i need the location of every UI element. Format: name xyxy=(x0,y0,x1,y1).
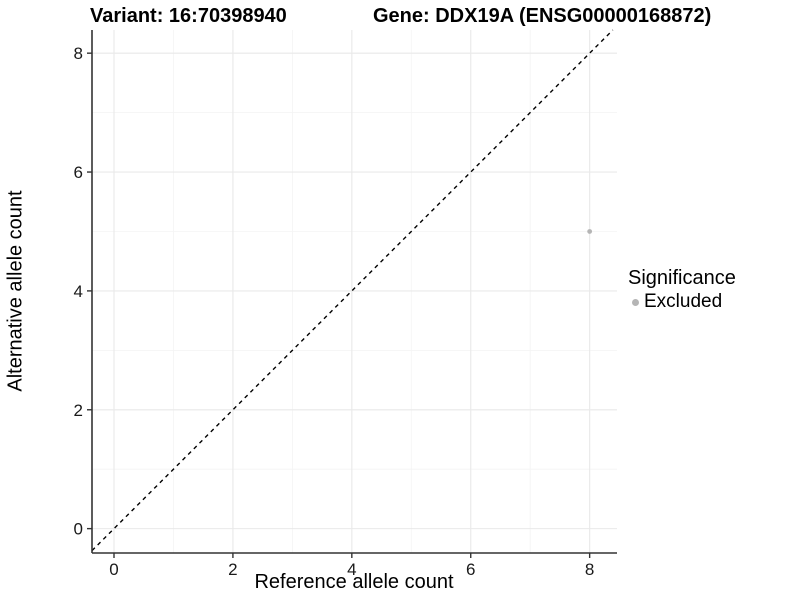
y-tick-label: 4 xyxy=(74,282,83,301)
gene-title: Gene: DDX19A (ENSG00000168872) xyxy=(373,5,712,27)
x-tick-label: 4 xyxy=(347,560,356,579)
data-point xyxy=(587,229,593,234)
legend-entry-label: Excluded xyxy=(644,291,723,312)
x-axis-title: Reference allele count xyxy=(254,571,454,593)
y-tick-label: 0 xyxy=(74,520,83,539)
legend: Significance Excluded xyxy=(628,266,736,313)
legend-title: Significance xyxy=(628,267,736,289)
x-tick-label: 2 xyxy=(228,560,237,579)
y-tick-label: 2 xyxy=(74,401,83,420)
x-tick-label: 8 xyxy=(585,560,594,579)
y-axis-title: Alternative allele count xyxy=(4,190,27,392)
identity-line xyxy=(91,29,614,552)
x-tick-label: 0 xyxy=(109,560,118,579)
y-tick-label: 6 xyxy=(74,163,83,182)
variant-title: Variant: 16:70398940 xyxy=(90,5,287,27)
y-tick-label: 8 xyxy=(74,44,83,63)
x-tick-label: 6 xyxy=(466,560,475,579)
legend-entry-excluded: Excluded xyxy=(628,291,736,313)
legend-point-icon xyxy=(632,298,639,306)
